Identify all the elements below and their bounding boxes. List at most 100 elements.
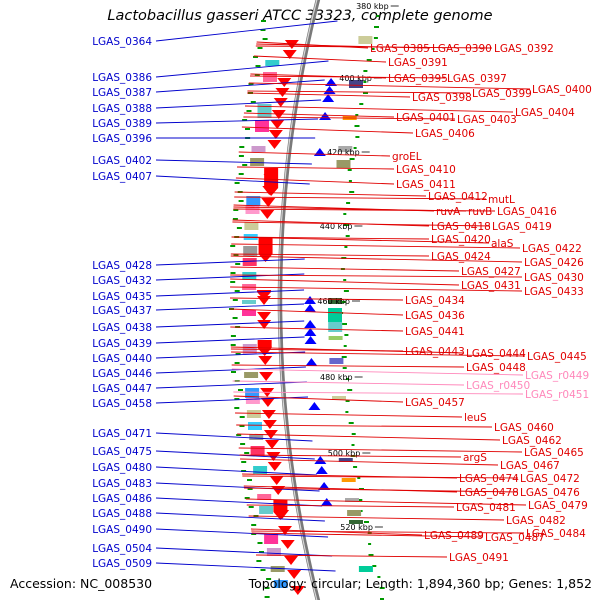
forward-gene-arrow: [290, 586, 305, 595]
reverse-gene-arrow: [313, 148, 326, 156]
right-leader-line: [232, 219, 430, 227]
cog-block: [264, 534, 279, 544]
cog-block-inner: [328, 308, 342, 322]
left-gene-label: LGAS_0435: [92, 291, 152, 303]
right-gene-label: LGAS_0397: [447, 73, 507, 85]
forward-gene-arrow: [260, 398, 275, 407]
right-leader-line: [230, 278, 460, 286]
right-gene-label: LGAS_0411: [396, 179, 456, 191]
cog-block: [266, 548, 281, 556]
gc-skew-mark: [341, 356, 347, 358]
right-leader-line: [247, 92, 411, 98]
gc-skew-mark: [373, 37, 378, 39]
gc-skew-mark: [342, 367, 347, 369]
left-gene-label: LGAS_0439: [92, 338, 152, 350]
gc-skew-mark: [351, 444, 355, 446]
right-leader-line: [250, 528, 423, 536]
gc-skew-mark: [348, 422, 354, 424]
tick-label: 380 kbp: [356, 2, 389, 11]
gc-skew-mark: [345, 411, 349, 413]
cog-block-inner: [358, 36, 373, 44]
gc-content-mark: [257, 47, 263, 49]
left-gene-label: LGAS_0386: [92, 72, 152, 84]
right-gene-label: LGAS_0460: [494, 422, 554, 434]
right-gene-label: ruvB: [468, 206, 492, 218]
right-leader-line: [236, 424, 493, 428]
forward-gene-arrow: [259, 372, 274, 381]
right-gene-label: LGAS_0484: [526, 528, 586, 540]
right-gene-label: LGAS_0427: [461, 266, 521, 278]
gc-skew-mark: [344, 334, 349, 336]
gc-skew-mark: [349, 191, 355, 193]
forward-gene-arrow: [262, 420, 277, 429]
gc-content-mark: [238, 173, 244, 175]
gc-content-mark: [238, 155, 244, 157]
right-leader-line: [230, 346, 465, 354]
cog-block-inner: [349, 520, 363, 524]
gc-content-mark: [230, 272, 236, 274]
right-leader-line: [244, 105, 514, 113]
gc-content-mark: [241, 461, 247, 463]
cog-block-inner: [328, 336, 343, 340]
right-leader-line: [232, 380, 465, 386]
right-gene-label: LGAS_0433: [524, 286, 584, 298]
cog-block: [250, 446, 265, 456]
right-gene-label: LGAS_0448: [466, 362, 526, 374]
gc-content-mark: [253, 56, 258, 58]
right-gene-label: LGAS_0395: [388, 73, 448, 85]
cog-block: [248, 422, 262, 430]
right-gene-label: LGAS_0420: [431, 234, 491, 246]
gc-skew-mark: [366, 59, 372, 61]
gc-content-mark: [230, 281, 236, 283]
gc-content-mark: [242, 119, 248, 121]
left-leader-line: [155, 497, 323, 507]
right-gene-label: LGAS_0472: [520, 473, 580, 485]
right-leader-line: [231, 351, 526, 357]
right-gene-label: mutL: [488, 194, 515, 206]
left-leader-line: [155, 20, 338, 42]
right-leader-line: [233, 208, 496, 212]
gc-skew-mark: [355, 136, 360, 138]
gc-content-mark: [248, 83, 254, 85]
right-leader-line: [230, 255, 523, 263]
gc-skew-mark: [374, 26, 379, 28]
left-gene-label: LGAS_0428: [92, 260, 152, 272]
right-leader-line: [243, 112, 395, 118]
forward-gene-block: [257, 290, 272, 300]
reverse-gene-arrow: [304, 296, 317, 304]
map-title: Lactobacillus gasseri ATCC 33323, comple…: [107, 8, 493, 24]
right-gene-label: LGAS_0457: [405, 397, 465, 409]
gc-skew-mark: [344, 224, 349, 226]
left-gene-label: LGAS_0437: [92, 305, 152, 317]
forward-gene-arrow: [270, 120, 285, 129]
left-gene-label: LGAS_0432: [92, 275, 152, 287]
right-gene-label: groEL: [392, 151, 422, 163]
left-leader-line: [155, 159, 312, 165]
right-leader-line: [241, 126, 414, 134]
right-gene-label: ruvA: [436, 206, 461, 218]
right-leader-line: [255, 45, 493, 49]
cog-block: [246, 196, 261, 206]
left-gene-label: LGAS_0389: [92, 118, 152, 130]
cog-block-inner: [349, 80, 363, 88]
right-leader-line: [238, 447, 523, 453]
gc-content-mark: [230, 335, 236, 337]
gc-content-mark: [254, 74, 260, 76]
cog-block: [249, 434, 264, 440]
gc-content-mark: [232, 299, 238, 301]
right-gene-label: LGAS_0404: [515, 107, 575, 119]
right-leader-line: [235, 412, 463, 418]
left-gene-label: LGAS_0446: [92, 368, 152, 380]
cog-block: [250, 158, 265, 166]
right-gene-label: LGAS_0385: [370, 43, 430, 55]
gc-skew-mark: [353, 466, 358, 468]
gc-content-mark: [238, 200, 244, 202]
gc-content-mark: [238, 389, 243, 391]
cog-block: [242, 300, 256, 304]
left-gene-label: LGAS_0490: [92, 524, 152, 536]
gc-content-mark: [239, 416, 245, 418]
reverse-gene-arrow: [308, 402, 321, 410]
gc-content-mark: [256, 560, 262, 562]
forward-gene-arrow: [265, 440, 280, 449]
gc-content-mark: [262, 38, 268, 40]
